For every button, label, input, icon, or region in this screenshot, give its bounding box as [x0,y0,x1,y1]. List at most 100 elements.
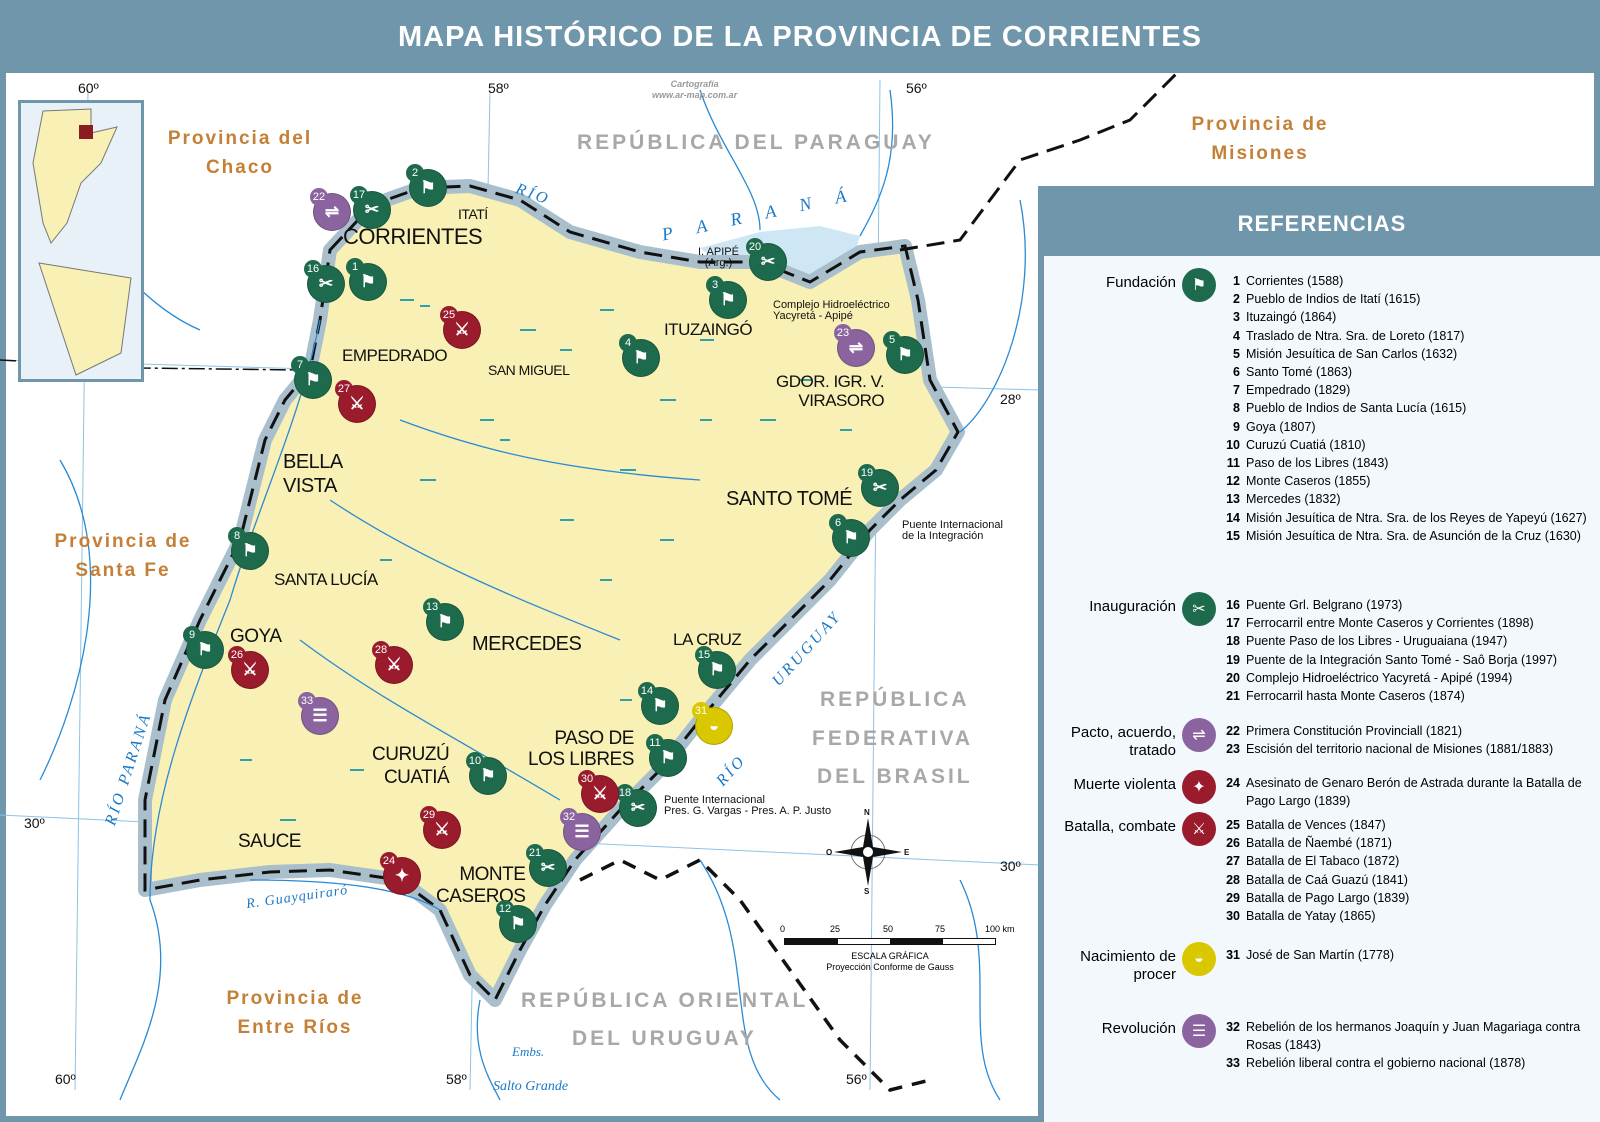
marker-inauguracion[interactable]: ✂ 19 [858,464,899,507]
marker-fundacion[interactable]: ⚑ 9 [183,626,224,669]
marker-number: 31 [692,702,710,720]
legend-item: 4 Traslado de Ntra. Sra. de Loreto (1817) [1220,327,1596,345]
legend-item-number: 8 [1233,401,1240,416]
marker-fundacion[interactable]: ⚑ 15 [695,646,736,689]
legend-item: 8 Pueblo de Indios de Santa Lucía (1615) [1220,399,1596,417]
marker-batalla[interactable]: ⚔ 29 [420,806,461,849]
inauguracion-icon: ✂ [540,858,556,877]
legend-item-number: 16 [1226,598,1240,612]
legend-item-number: 4 [1233,328,1240,343]
legend-item: 16 Puente Grl. Belgrano (1973) [1220,596,1596,614]
marker-batalla[interactable]: ⚔ 30 [578,770,619,813]
town-label-line: VISTA [283,475,337,497]
legend-item-number: 6 [1233,365,1240,380]
marker-fundacion[interactable]: ⚑ 1 [346,258,387,301]
marker-batalla[interactable]: ⚔ 27 [335,380,376,423]
legend-category-label: Nacimiento de procer [1080,948,1176,983]
legend-item-text: Corrientes (1588) [1246,274,1344,288]
legend-panel: REFERENCIAS Fundación ⚑ 1 Corrientes (1588)… [1038,186,1600,1122]
marker-batalla[interactable]: ⚔ 28 [372,641,413,684]
marker-nacimiento[interactable]: ◒ 31 [692,702,733,745]
marker-revolucion[interactable]: ☰ 32 [560,808,601,851]
legend-item-number: 27 [1226,854,1240,869]
legend-item-text: Puente Grl. Belgrano (1973) [1246,598,1403,612]
marker-fundacion[interactable]: ⚑ 13 [423,598,464,641]
fundacion-icon: ⚑ [305,370,321,389]
marker-revolucion[interactable]: ☰ 33 [298,692,339,735]
legend-item: 17 Ferrocarril entre Monte Caseros y Corr… [1220,614,1596,632]
legend-item-text: Santo Tomé (1863) [1246,365,1353,380]
marker-fundacion[interactable]: ⚑ 4 [619,334,660,377]
marker-fundacion[interactable]: ⚑ 6 [829,514,870,557]
legend-item-text: Batalla de El Tabaco (1872) [1246,854,1400,869]
legend-item-number: 31 [1226,948,1240,962]
scale-tick: 0 [780,924,786,934]
marker-inauguracion[interactable]: ✂ 20 [746,238,787,281]
marker-muerte[interactable]: ✦ 24 [380,852,421,895]
marker-batalla[interactable]: ⚔ 26 [228,646,269,689]
legend-item: 6 Santo Tomé (1863) [1220,363,1596,381]
legend-item-text: Batalla de Yatay (1865) [1246,909,1376,924]
legend-item-number: 28 [1226,872,1240,887]
legend-items: 1 Corrientes (1588) 2 Pueblo de Indios de I… [1220,272,1596,545]
town-empedrado: EMPEDRADO [342,346,448,365]
marker-fundacion[interactable]: ⚑ 5 [883,331,924,374]
legend-item-text: Curuzú Cuatiá (1810) [1246,437,1366,452]
batalla-icon: ⚔ [454,320,470,339]
legend-title: REFERENCIAS [1044,186,1600,256]
legend-item-number: 26 [1226,836,1240,851]
international-border-misiones [899,68,1182,252]
marker-fundacion[interactable]: ⚑ 2 [406,164,447,207]
legend-item-number: 22 [1226,724,1240,738]
legend-item: 22 Primera Constitución Provinciall (1821… [1220,722,1596,740]
province-santafe-label: Provincia de Santa Fe [38,527,208,585]
marker-fundacion[interactable]: ⚑ 12 [496,900,537,943]
legend-items: 31 José de San Martín (1778) [1220,946,1596,964]
town-san-miguel: SAN MIGUEL [488,362,570,378]
inset-map-argentina [18,100,144,382]
marker-inauguracion[interactable]: ✂ 21 [526,844,567,887]
legend-category-label: Batalla, combate [1064,818,1176,835]
compass-e: E [904,848,910,857]
crowd-icon: ☰ [1182,1014,1216,1048]
marker-batalla[interactable]: ⚔ 25 [440,306,481,349]
legend-item-number: 21 [1226,689,1240,704]
province-label-line: Provincia del [167,128,313,149]
marker-fundacion[interactable]: ⚑ 11 [646,734,687,777]
marker-pacto[interactable]: ⇌ 22 [310,188,351,231]
inauguracion-icon: ✂ [318,274,334,293]
marker-pacto[interactable]: ⇌ 23 [834,324,875,367]
marker-fundacion[interactable]: ⚑ 8 [228,527,269,570]
town-label-line: VIRASORO [798,391,885,410]
marker-fundacion[interactable]: ⚑ 7 [291,356,332,399]
note-puente-vargas-justo: Puente Internacional Pres. G. Vargas - Pr… [664,795,831,817]
scale-bar-graphic [784,938,996,945]
marker-fundacion[interactable]: ⚑ 3 [706,276,747,319]
international-border-brasil [579,857,931,1092]
marker-inauguracion[interactable]: ✂ 17 [350,186,391,229]
marker-number: 9 [183,626,201,644]
town-paso-de-los-libres: PASO DE LOS LIBRES [528,728,634,770]
region-paraguay: REPÚBLICA DEL PARAGUAY [577,131,935,154]
marker-fundacion[interactable]: ⚑ 14 [638,682,679,725]
legend-item-text: Pueblo de Indios de Santa Lucía (1615) [1246,401,1467,416]
province-label-line: Provincia de [54,531,192,552]
province-label-line: Chaco [205,157,275,178]
legend-category-label: Muerte violenta [1073,776,1176,793]
legend-item: 33 Rebelión liberal contra el gobierno na… [1220,1054,1596,1072]
marker-inauguracion[interactable]: ✂ 16 [304,260,345,303]
legend-item-number: 18 [1226,634,1240,649]
legend-item: 20 Complejo Hidroeléctrico Yacyretá - Api… [1220,669,1596,687]
legend-items: 25 Batalla de Vences (1847) 26 Batalla de Ñ… [1220,816,1596,925]
marker-fundacion[interactable]: ⚑ 10 [466,752,507,795]
fundacion-icon: ⚑ [480,766,496,785]
note-line: Puente Internacional [664,794,765,806]
town-label-line: CUATIÁ [383,767,450,788]
batalla-icon: ⚔ [349,394,365,413]
marker-inauguracion[interactable]: ✂ 18 [616,784,657,827]
region-brasil-3: DEL BRASIL [817,765,973,788]
inauguracion-icon: ✂ [872,478,888,497]
marker-number: 33 [298,692,316,710]
legend-category-label: Inauguración [1089,598,1176,615]
marker-number: 4 [619,334,637,352]
